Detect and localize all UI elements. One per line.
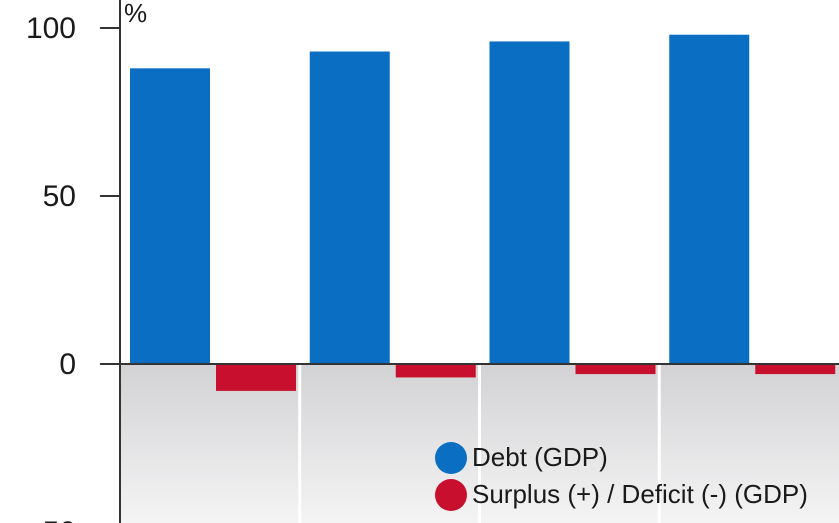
- bars: [130, 34, 836, 391]
- category-dividers: [298, 364, 661, 523]
- y-axis-unit-label: %: [124, 0, 147, 28]
- debt-bar: [309, 51, 390, 365]
- debt-bar: [489, 41, 570, 364]
- y-axis-ticks: 100 50 0 -50: [26, 12, 120, 523]
- debt-bar: [130, 68, 210, 364]
- y-tick-label: -50: [33, 516, 76, 523]
- legend-marker-debt: [435, 442, 467, 474]
- deficit-bar: [395, 364, 476, 378]
- debt-bar: [669, 34, 750, 364]
- y-tick-label: 50: [43, 180, 76, 213]
- deficit-bar: [216, 364, 296, 391]
- legend-label-debt: Debt (GDP): [472, 442, 608, 472]
- legend-label-deficit: Surplus (+) / Deficit (-) (GDP): [472, 479, 808, 509]
- y-tick-label: 100: [26, 12, 76, 45]
- legend: Debt (GDP) Surplus (+) / Deficit (-) (GDP…: [435, 442, 808, 511]
- deficit-bar: [755, 364, 836, 375]
- deficit-bar: [575, 364, 656, 375]
- y-tick-label: 0: [59, 348, 76, 381]
- legend-marker-deficit: [435, 479, 467, 511]
